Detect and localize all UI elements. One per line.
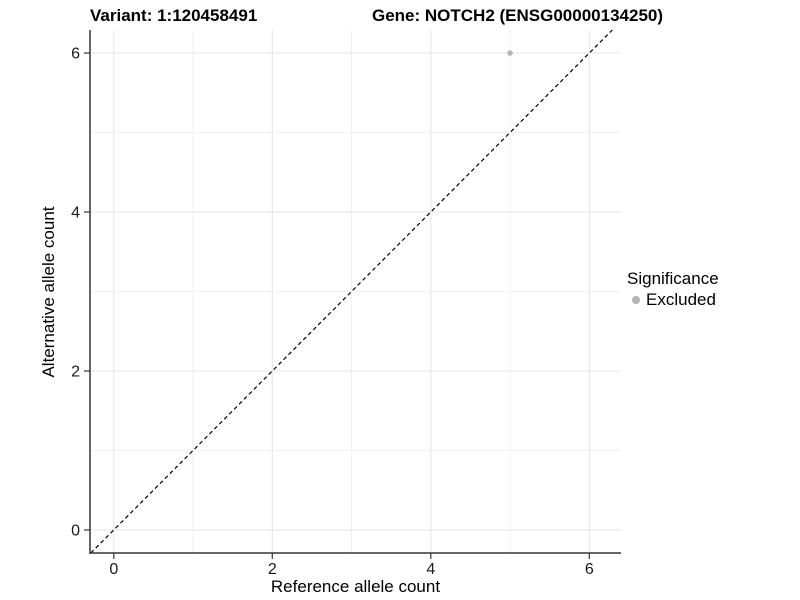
y-tick-label: 0: [71, 522, 80, 539]
y-tick-label: 4: [71, 205, 80, 222]
y-axis-title: Alternative allele count: [39, 206, 58, 378]
x-tick-label: 0: [109, 561, 118, 578]
excluded-point-marker-icon: [632, 295, 640, 304]
data-point-excluded: [507, 50, 513, 56]
legend-item-label: Excluded: [646, 290, 716, 309]
plot-title-variant: Variant: 1:120458491: [90, 6, 258, 25]
x-tick-label: 6: [585, 561, 594, 578]
y-tick-label: 2: [71, 363, 80, 380]
legend: Significance Excluded: [627, 269, 719, 309]
y-tick-label: 6: [71, 46, 80, 63]
x-tick-label: 4: [426, 561, 435, 578]
x-axis-title: Reference allele count: [270, 577, 441, 596]
plot-title-gene: Gene: NOTCH2 (ENSG00000134250): [372, 6, 664, 25]
legend-item-excluded: Excluded: [627, 290, 719, 309]
legend-title: Significance: [627, 269, 719, 288]
x-tick-label: 2: [268, 561, 277, 578]
